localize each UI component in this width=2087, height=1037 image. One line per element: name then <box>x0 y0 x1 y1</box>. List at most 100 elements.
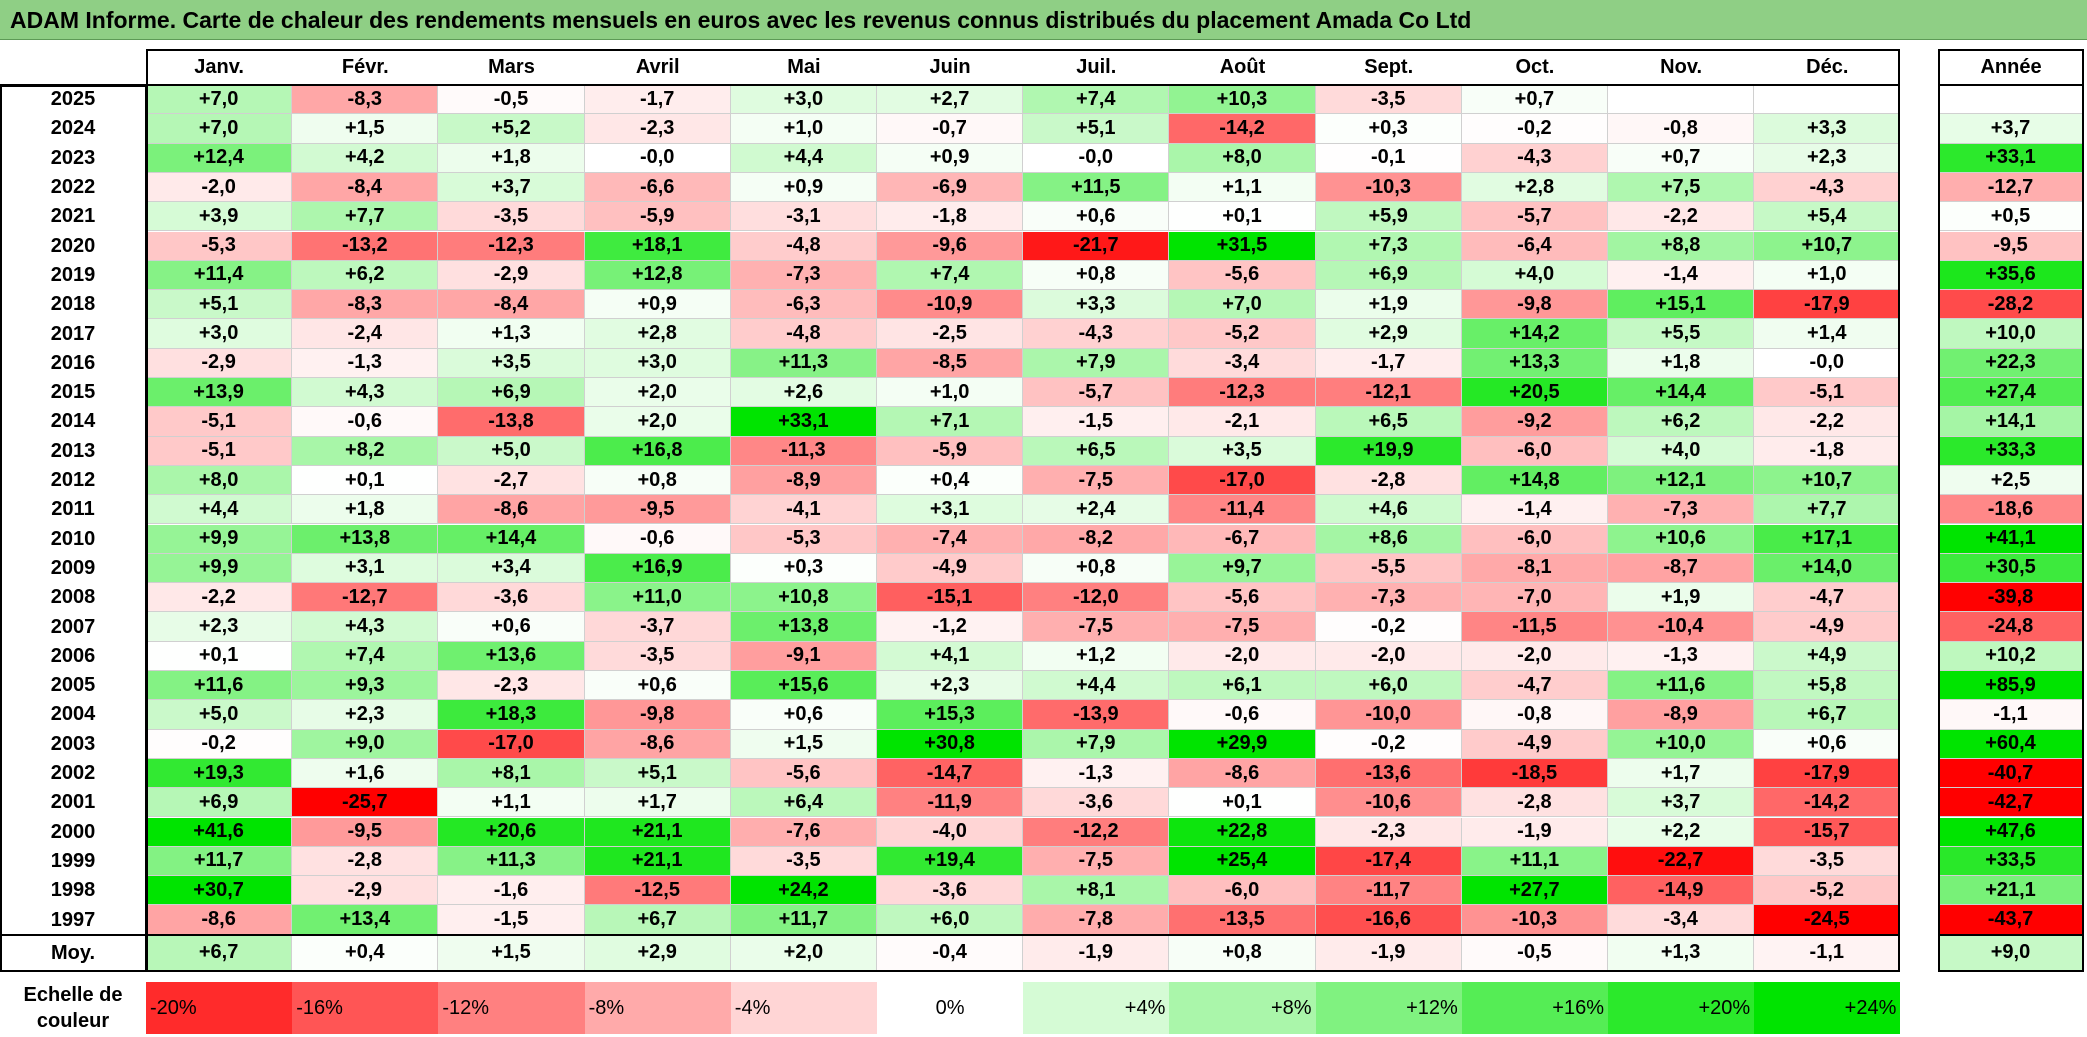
heatmap-cell: +0,7 <box>1608 143 1755 173</box>
heatmap-cell: -3,7 <box>584 612 731 642</box>
heatmap-cell: +1,9 <box>1608 583 1755 613</box>
heatmap-cell: +4,0 <box>1608 436 1755 466</box>
heatmap-cell: +3,7 <box>1608 788 1755 818</box>
heatmap-cell: -3,5 <box>730 846 877 877</box>
heatmap-cell: +0,9 <box>877 143 1024 173</box>
heatmap-cell: -9,1 <box>730 641 877 671</box>
heatmap-cell: +0,3 <box>1315 114 1462 144</box>
row-year-label: 2022 <box>50 176 96 199</box>
heatmap-cell: -7,0 <box>1461 583 1608 613</box>
heatmap-cell: +11,5 <box>1023 172 1170 203</box>
heatmap-cell: -12,1 <box>1315 378 1462 408</box>
heatmap-cell: +30,8 <box>877 729 1024 759</box>
heatmap-cell: -0,2 <box>1315 612 1462 642</box>
heatmap-cell: -2,3 <box>438 671 585 701</box>
heatmap-cell: -1,2 <box>877 612 1024 642</box>
heatmap-cell: -11,4 <box>1169 495 1316 525</box>
heatmap-cell: +21,1 <box>584 817 731 847</box>
heatmap-cell: -25,7 <box>292 788 439 818</box>
annual-cell: +47,6 <box>1938 817 2084 847</box>
heatmap-cell: +11,1 <box>1461 846 1608 877</box>
heatmap-cell: -8,6 <box>146 905 293 935</box>
heatmap-cell: -17,0 <box>1169 465 1316 496</box>
annual-cell: +3,7 <box>1938 114 2084 144</box>
heatmap-cell: -3,5 <box>438 202 585 232</box>
heatmap-cell: +6,1 <box>1169 671 1316 701</box>
row-year-label: 2006 <box>50 644 96 667</box>
heatmap-cell: +5,1 <box>1023 114 1170 144</box>
heatmap-cell: +0,6 <box>438 612 585 642</box>
heatmap-cell: +6,2 <box>1608 407 1755 437</box>
heatmap-cell: +7,7 <box>1754 495 1901 525</box>
heatmap-cell: +13,8 <box>730 612 877 642</box>
heatmap-cell: +3,3 <box>1754 114 1901 144</box>
average-cell: +0,4 <box>292 934 439 972</box>
annual-cell: -9,5 <box>1938 231 2084 261</box>
heatmap-cell: +2,7 <box>877 85 1024 115</box>
heatmap-cell: +1,0 <box>877 378 1024 408</box>
heatmap-cell: +14,2 <box>1461 319 1608 349</box>
annual-cell <box>1938 85 2084 115</box>
annual-cell: +85,9 <box>1938 671 2084 701</box>
heatmap-cell: -10,3 <box>1315 172 1462 203</box>
heatmap-cell: +11,0 <box>584 583 731 613</box>
heatmap-cell: -1,3 <box>292 348 439 378</box>
heatmap-cell: -14,2 <box>1754 788 1901 818</box>
heatmap-cell: +22,8 <box>1169 817 1316 847</box>
heatmap-cell: -13,9 <box>1023 700 1170 730</box>
heatmap-cell: -0,1 <box>1315 143 1462 173</box>
heatmap-cell: +13,8 <box>292 524 439 554</box>
heatmap-cell: -17,0 <box>438 729 585 759</box>
average-cell: -1,9 <box>1315 934 1462 972</box>
average-cell: +2,9 <box>584 934 731 972</box>
heatmap-cell: -6,7 <box>1169 524 1316 554</box>
heatmap-cell: +13,4 <box>292 905 439 935</box>
heatmap-cell: -2,8 <box>1315 465 1462 496</box>
heatmap-cell: +11,7 <box>146 846 293 877</box>
heatmap-cell: +9,9 <box>146 524 293 554</box>
heatmap-cell: +7,4 <box>877 260 1024 291</box>
heatmap-cell: +8,0 <box>1169 143 1316 173</box>
heatmap-cell: -9,6 <box>877 231 1024 261</box>
color-scale-stop: +12% <box>1315 982 1462 1034</box>
heatmap-cell: -9,5 <box>292 817 439 847</box>
heatmap-cell: -14,7 <box>877 758 1024 789</box>
annual-cell: +27,4 <box>1938 378 2084 408</box>
heatmap-cell: +5,0 <box>438 436 585 466</box>
heatmap-cell: -10,3 <box>1461 905 1608 935</box>
heatmap-cell: -14,2 <box>1169 114 1316 144</box>
heatmap-cell: +10,6 <box>1608 524 1755 554</box>
column-header: Févr. <box>341 55 389 78</box>
heatmap-cell: -0,7 <box>877 114 1024 144</box>
color-scale-stop: -16% <box>292 982 439 1034</box>
row-year-label: 2004 <box>50 703 96 726</box>
heatmap-cell: +2,0 <box>584 407 731 437</box>
heatmap-cell: -1,4 <box>1608 260 1755 291</box>
heatmap-cell: -7,5 <box>1023 846 1170 877</box>
heatmap-cell: -3,6 <box>438 583 585 613</box>
heatmap-cell: +0,1 <box>292 465 439 496</box>
average-row-label: Moy. <box>50 941 96 964</box>
average-cell: -0,4 <box>877 934 1024 972</box>
heatmap-cell: -15,7 <box>1754 817 1901 847</box>
heatmap-cell: -1,3 <box>1608 641 1755 671</box>
heatmap-cell: +2,6 <box>730 378 877 408</box>
heatmap-cell: -11,3 <box>730 436 877 466</box>
heatmap-cell: -12,3 <box>1169 378 1316 408</box>
annual-cell: +30,5 <box>1938 553 2084 584</box>
heatmap-cell: +16,9 <box>584 553 731 584</box>
heatmap-cell: +14,4 <box>1608 378 1755 408</box>
heatmap-cell: +4,3 <box>292 378 439 408</box>
heatmap-cell: -8,1 <box>1461 553 1608 584</box>
heatmap-cell: +12,1 <box>1608 465 1755 496</box>
heatmap-cell: -8,6 <box>1169 758 1316 789</box>
heatmap-cell: -2,0 <box>146 172 293 203</box>
row-year-label: 2019 <box>50 263 96 286</box>
heatmap-cell: -1,8 <box>1754 436 1901 466</box>
heatmap-cell: +1,0 <box>1754 260 1901 291</box>
heatmap-cell: +0,8 <box>584 465 731 496</box>
annual-cell: -18,6 <box>1938 495 2084 525</box>
heatmap-cell: -5,7 <box>1461 202 1608 232</box>
heatmap-cell: +33,1 <box>730 407 877 437</box>
average-cell: +1,5 <box>438 934 585 972</box>
